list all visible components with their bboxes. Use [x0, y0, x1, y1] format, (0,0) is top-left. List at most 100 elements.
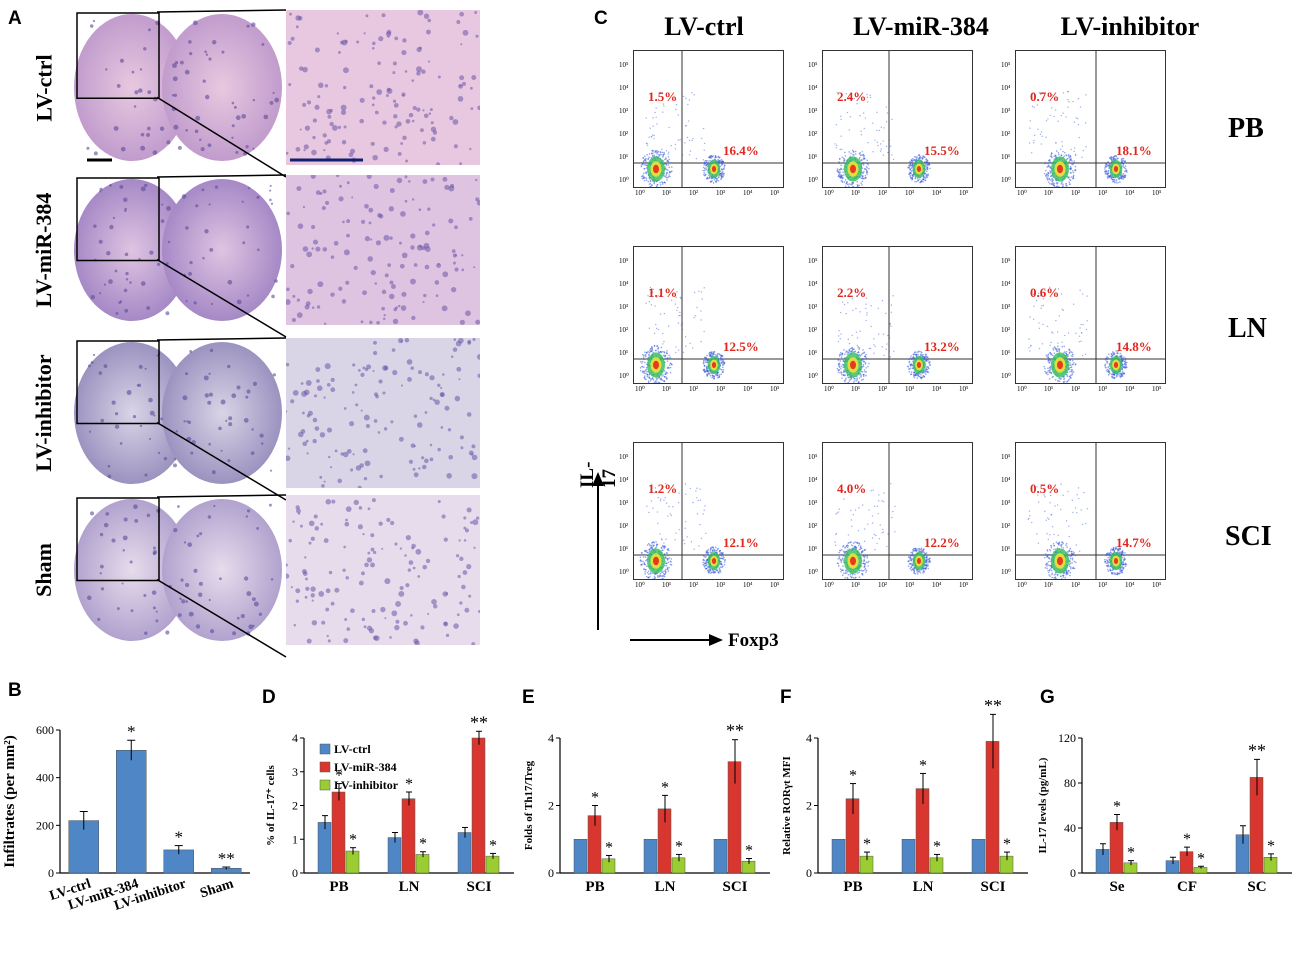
foxp3-percentage: 18.1% — [1116, 143, 1152, 159]
flow-y-tick: 10² — [1001, 522, 1010, 530]
flow-x-tick: 10⁵ — [959, 189, 968, 197]
chart-d-il17-cells: 01234% of IL-17⁺ cells **PB**LN***SCILV-c… — [262, 700, 520, 959]
histology-row-label: Sham — [31, 495, 57, 645]
x-category-label: Sham — [198, 876, 236, 901]
flow-x-tick: 10² — [1071, 385, 1080, 393]
flow-x-tick: 10³ — [1098, 189, 1107, 197]
bar — [388, 838, 401, 873]
significance-star: * — [1127, 845, 1135, 862]
y-axis-label: Relative RORγt MFI — [781, 756, 793, 855]
flow-y-tick: 10¹ — [619, 349, 628, 357]
flow-y-tick: 10⁰ — [619, 176, 629, 184]
flow-x-tick: 10³ — [905, 581, 914, 589]
y-tick-label: 200 — [36, 818, 54, 832]
flow-x-tick: 10³ — [905, 189, 914, 197]
y-axis-label: Folds of Th17/Treg — [523, 760, 535, 850]
il17-percentage: 1.1% — [648, 285, 677, 301]
flow-y-tick: 10⁵ — [619, 257, 628, 265]
y-tick-label: 0 — [1070, 866, 1076, 880]
bar — [972, 839, 985, 873]
y-tick-label: 400 — [36, 771, 54, 785]
significance-star: * — [661, 779, 669, 796]
flow-y-tick: 10¹ — [808, 153, 817, 161]
significance-star: * — [849, 768, 857, 785]
significance-star: * — [1197, 850, 1205, 867]
x-category-label: CF — [1177, 879, 1197, 895]
flow-x-tick: 10³ — [716, 385, 725, 393]
flow-x-tick: 10⁵ — [959, 385, 968, 393]
il17-percentage: 2.2% — [837, 285, 866, 301]
panel-a-label: A — [8, 8, 22, 30]
flow-y-tick: 10⁴ — [1001, 84, 1010, 92]
flow-x-tick: 10⁵ — [1152, 385, 1161, 393]
significance-star: * — [489, 837, 497, 854]
flow-x-tick: 10⁰ — [1017, 385, 1027, 393]
flow-dotplot: 1.5% 16.4% — [633, 50, 784, 188]
flow-x-tick: 10⁴ — [1125, 581, 1134, 589]
il17-percentage: 0.7% — [1030, 89, 1059, 105]
legend-swatch — [320, 762, 330, 772]
legend-label: LV-inhibitor — [334, 778, 399, 792]
flow-column-header-mir384: LV-miR-384 — [821, 12, 1021, 42]
flow-y-tick: 10² — [808, 522, 817, 530]
flow-y-tick: 10⁵ — [808, 453, 817, 461]
flow-tissue-sci: SCI — [1225, 521, 1272, 553]
flow-x-tick: 10⁵ — [959, 581, 968, 589]
flow-dotplot: 2.2% 13.2% — [822, 246, 973, 384]
legend-swatch — [320, 744, 330, 754]
flow-x-tick: 10² — [878, 385, 887, 393]
flow-y-tick: 10³ — [619, 107, 628, 115]
y-tick-label: 2 — [548, 799, 554, 813]
flow-x-tick: 10⁵ — [770, 189, 779, 197]
y-tick-label: 4 — [548, 731, 554, 745]
zoomed-section — [286, 338, 480, 488]
flow-x-tick: 10³ — [1098, 385, 1107, 393]
y-axis-label: Infiltrates (per mm²) — [2, 735, 18, 868]
flow-x-tick: 10¹ — [851, 385, 860, 393]
flow-y-tick: 10³ — [808, 499, 817, 507]
flow-x-tick: 10⁵ — [1152, 581, 1161, 589]
bar — [902, 839, 915, 873]
flow-x-tick: 10⁰ — [1017, 581, 1027, 589]
legend-label: LV-ctrl — [334, 742, 371, 756]
bar — [402, 799, 415, 873]
bar — [458, 833, 471, 874]
flow-dotplot: 0.5% 14.7% — [1015, 442, 1166, 580]
x-category-label: LN — [655, 879, 676, 895]
y-tick-label: 2 — [292, 799, 298, 813]
y-tick-label: 3 — [292, 765, 298, 779]
flow-y-tick: 10⁰ — [1001, 372, 1011, 380]
il17-percentage: 4.0% — [837, 481, 866, 497]
y-tick-label: 1 — [292, 832, 298, 846]
flow-y-tick: 10² — [1001, 326, 1010, 334]
flow-x-tick: 10² — [1071, 189, 1080, 197]
foxp3-percentage: 13.2% — [924, 339, 960, 355]
flow-x-tick: 10⁴ — [1125, 189, 1134, 197]
flow-x-tick: 10² — [1071, 581, 1080, 589]
significance-star: ** — [1248, 740, 1266, 760]
flow-dotplot: 1.1% 12.5% — [633, 246, 784, 384]
flow-y-tick: 10⁵ — [1001, 453, 1010, 461]
foxp3-percentage: 16.4% — [723, 143, 759, 159]
il17-percentage: 0.5% — [1030, 481, 1059, 497]
flow-x-tick: 10⁰ — [635, 385, 645, 393]
flow-x-tick: 10⁰ — [824, 581, 834, 589]
x-category-label: SCI — [980, 879, 1005, 895]
zoom-connector-lines — [155, 173, 295, 343]
bar — [116, 750, 146, 873]
flow-tissue-ln: LN — [1228, 313, 1267, 345]
y-tick-label: 4 — [292, 731, 298, 745]
flow-y-tick: 10³ — [1001, 107, 1010, 115]
zoomed-section — [286, 10, 480, 165]
x-category-label: PB — [329, 879, 348, 895]
flow-y-tick: 10⁰ — [808, 568, 818, 576]
y-axis-label: IL-17 levels (pg/mL) — [1037, 757, 1049, 853]
flow-x-tick: 10² — [689, 189, 698, 197]
flow-x-tick: 10³ — [716, 189, 725, 197]
y-tick-label: 4 — [806, 731, 812, 745]
significance-star: * — [127, 722, 136, 741]
flow-y-tick: 10⁵ — [808, 257, 817, 265]
x-category-label: LN — [913, 879, 934, 895]
flow-y-tick: 10³ — [808, 107, 817, 115]
significance-star: * — [175, 828, 184, 847]
